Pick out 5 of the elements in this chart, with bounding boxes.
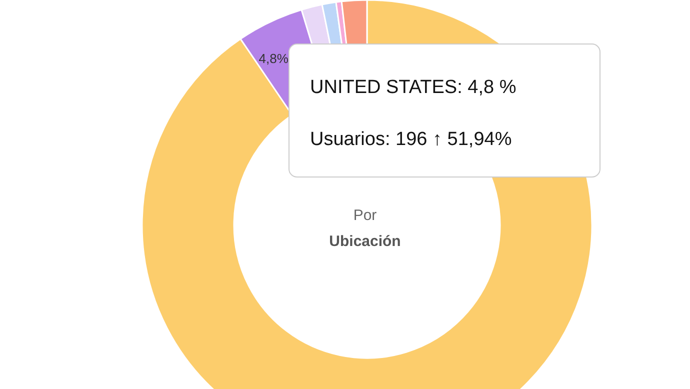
text: Usuarios: 196 ↑ 51,94% bbox=[310, 129, 512, 150]
text: UNITED STATES: 4,8 % bbox=[310, 77, 516, 98]
data-label: 4,8% bbox=[258, 51, 289, 66]
text: Por bbox=[353, 207, 377, 224]
text: Ubicación bbox=[329, 233, 401, 250]
